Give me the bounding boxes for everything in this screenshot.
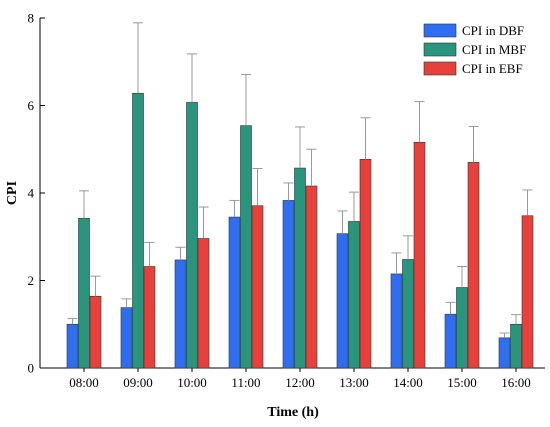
- legend-swatch-2: [423, 42, 457, 57]
- y-tick-label: 2: [28, 273, 35, 288]
- y-tick-label: 0: [28, 361, 35, 376]
- bar-series-2-1100: [240, 125, 252, 369]
- x-tick-label: 15:00: [447, 375, 477, 390]
- bar-series-3-1400: [413, 141, 426, 369]
- legend-swatch-3: [423, 61, 457, 76]
- y-axis-ticks: 0 2 4 6 8: [28, 11, 45, 376]
- bar-series-3-1500: [467, 162, 480, 369]
- x-tick-label: 10:00: [177, 375, 207, 390]
- bar-series-1-0900: [120, 307, 133, 369]
- bar-series-3-0900: [143, 266, 156, 369]
- x-axis-ticks: 08:00 09:00 10:00 11:00 12:00 13:00 14:00 15:00…: [69, 368, 531, 390]
- x-tick-label: 14:00: [393, 375, 423, 390]
- bar-series-1-1100: [228, 216, 241, 369]
- bar-series-1-1200: [282, 200, 295, 369]
- y-tick-label: 4: [28, 186, 35, 201]
- bar-series-3-0800: [89, 295, 102, 369]
- x-tick-label: 11:00: [231, 375, 260, 390]
- plot-area: 0 2 4 6 8 08:00 09:00 10:00 11:00 12:00 13:00 14:0…: [28, 11, 545, 390]
- bar-series-group: [66, 92, 534, 369]
- bar-series-1-1600: [498, 337, 511, 369]
- legend: CPI in DBF CPI in MBF CPI in EBF: [423, 23, 526, 76]
- bar-series-1-0800: [66, 323, 79, 369]
- bar-series-2-1000: [186, 102, 198, 369]
- legend-label-2: CPI in MBF: [462, 42, 526, 57]
- bar-series-2-1200: [294, 167, 306, 369]
- bar-series-1-1400: [390, 273, 403, 369]
- x-tick-label: 08:00: [69, 375, 99, 390]
- x-tick-label: 13:00: [339, 375, 369, 390]
- bar-series-1-1300: [336, 233, 349, 369]
- bar-series-3-1600: [521, 215, 534, 369]
- y-tick-label: 8: [28, 11, 35, 26]
- bar-series-3-1200: [305, 185, 318, 369]
- error-bar-group: [67, 22, 533, 338]
- legend-label-1: CPI in DBF: [462, 23, 524, 38]
- y-axis-title: CPI: [5, 181, 20, 205]
- bar-series-3-1300: [359, 159, 372, 369]
- bar-series-2-0800: [78, 218, 90, 369]
- bar-series-2-1300: [348, 221, 360, 369]
- bar-series-2-1600: [510, 323, 522, 369]
- x-tick-label: 16:00: [501, 375, 531, 390]
- bar-series-2-1500: [456, 287, 468, 369]
- bar-series-1-1500: [444, 313, 457, 369]
- y-tick-label: 6: [28, 98, 35, 113]
- bar-series-2-0900: [132, 92, 144, 369]
- bar-series-1-1000: [174, 259, 187, 369]
- legend-swatch-1: [423, 23, 457, 38]
- bar-series-3-1100: [251, 205, 264, 369]
- x-tick-label: 09:00: [123, 375, 153, 390]
- x-axis-title: Time (h): [267, 405, 319, 420]
- x-tick-label: 12:00: [285, 375, 315, 390]
- legend-label-3: CPI in EBF: [462, 61, 523, 76]
- bar-series-2-1400: [402, 259, 414, 369]
- bar-series-3-1000: [197, 238, 210, 369]
